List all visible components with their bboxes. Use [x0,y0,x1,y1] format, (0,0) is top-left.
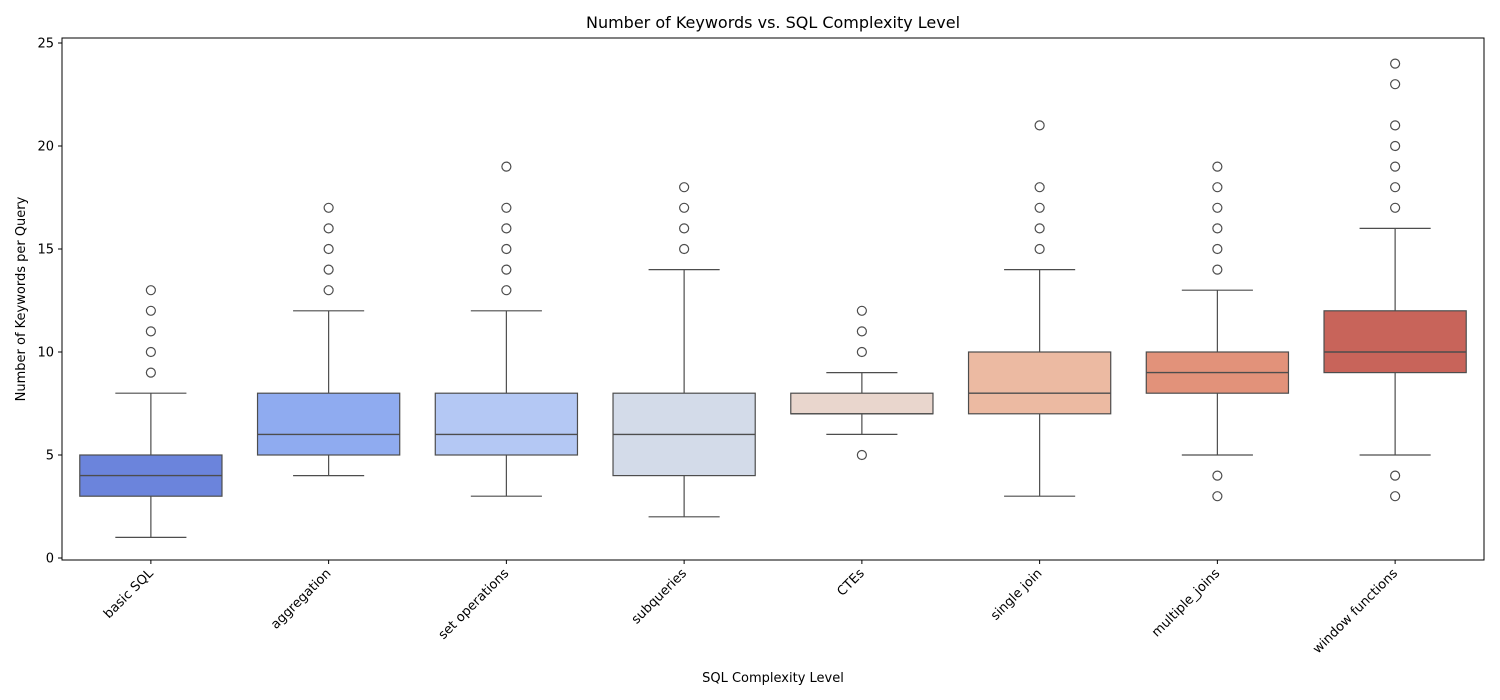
outlier-point [323,202,334,213]
outlier-point [1034,182,1045,193]
outlier-point [145,285,156,296]
outlier-point [145,305,156,316]
y-tick-label: 10 [37,346,54,361]
outlier-point [1212,161,1223,172]
x-tick-label: multiple_joins [1149,566,1223,640]
box-group [434,161,579,497]
y-tick-label: 25 [37,37,54,52]
box-iqr [434,392,579,456]
x-tick-label: basic SQL [101,566,157,622]
box-iqr [790,392,934,415]
outlier-point [501,202,512,213]
plot-area [79,58,1467,539]
outlier-point [1390,182,1401,193]
outlier-point [323,223,334,234]
box-iqr [1323,310,1467,374]
outlier-point [1212,243,1223,255]
outlier-point [501,161,512,172]
outlier-point [501,285,512,296]
box-group [79,285,223,539]
outlier-point [679,202,690,213]
x-tick-label: subqueries [629,566,690,627]
outlier-point [145,346,156,358]
outlier-point [1390,470,1401,481]
y-tick-label: 5 [46,449,54,464]
box-group [1145,161,1290,502]
outlier-point [856,305,867,316]
x-axis-label: SQL Complexity Level [702,671,844,686]
outlier-point [1034,120,1045,131]
outlier-point [501,223,512,234]
outlier-point [1212,202,1223,213]
outlier-point [1034,243,1045,255]
outlier-point [501,243,512,255]
outlier-point [323,285,334,296]
outlier-point [679,223,690,234]
outlier-point [1212,491,1223,502]
outlier-point [856,449,867,461]
outlier-point [1212,470,1223,481]
box-group [967,120,1112,497]
x-tick-label: single join [988,566,1045,623]
outlier-point [145,326,156,337]
x-axis: basic SQL aggregation set operations subque… [101,560,1401,657]
x-tick-label: window functions [1310,566,1401,657]
outlier-point [501,264,512,275]
outlier-point [1212,223,1223,234]
outlier-point [856,346,867,358]
outlier-point [1034,223,1045,234]
outlier-point [1390,140,1401,152]
outlier-point [323,243,334,255]
plot-frame [61,37,1485,561]
outlier-point [145,367,156,378]
y-axis-label: Number of Keywords per Query [14,196,29,401]
y-axis: 0 5 10 15 20 25 [37,37,62,567]
outlier-point [1390,491,1401,502]
chart-title: Number of Keywords vs. SQL Complexity Le… [586,13,960,32]
box-iqr [967,351,1112,415]
outlier-point [1390,79,1401,90]
outlier-point [679,243,690,255]
outlier-point [1390,161,1401,172]
x-tick-label: set operations [436,566,513,643]
outlier-point [856,326,867,337]
outlier-point [1390,120,1401,131]
box-group [256,202,401,477]
box-group [1323,58,1467,502]
outlier-point [1390,58,1401,69]
x-tick-label: CTEs [834,566,867,599]
y-tick-label: 20 [37,140,54,155]
outlier-point [1212,182,1223,193]
outlier-point [679,182,690,193]
outlier-point [323,264,334,275]
y-tick-label: 15 [37,243,54,258]
x-tick-label: aggregation [268,566,334,632]
box-iqr [256,392,401,456]
outlier-point [1034,202,1045,213]
outlier-point [1212,264,1223,275]
box-group [790,305,934,461]
y-tick-label: 0 [46,552,54,567]
outlier-point [1390,202,1401,213]
box-group [612,182,756,518]
